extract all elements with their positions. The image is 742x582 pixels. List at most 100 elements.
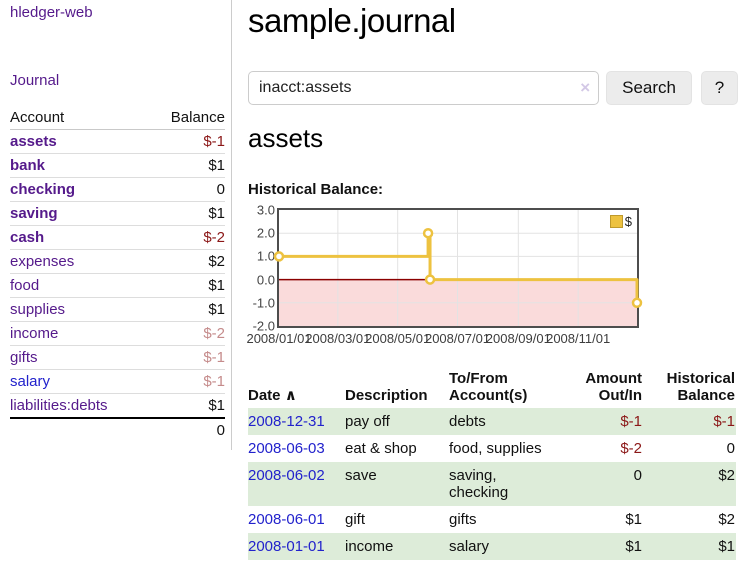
account-balance: $2 xyxy=(148,249,225,274)
sidebar-item-journal[interactable]: Journal xyxy=(10,72,60,89)
transaction-accounts: salary xyxy=(449,533,561,560)
account-balance: $1 xyxy=(148,273,225,298)
account-balance: $-2 xyxy=(148,321,225,346)
transaction-amount: $1 xyxy=(561,533,643,560)
transaction-date-link[interactable]: 2008-06-03 xyxy=(248,440,325,457)
account-heading: assets xyxy=(248,123,324,153)
brand-link[interactable]: hledger-web xyxy=(10,4,93,21)
sort-ascending-icon: ∧ xyxy=(284,387,297,404)
historical-balance-chart: 3.0 2.0 1.0 0.0 -1.0 -2.0 $ 2008/01/01 2008/03… xyxy=(246,203,738,349)
x-tick-label: 2008/03/01 xyxy=(305,331,371,346)
transaction-date-link[interactable]: 2008-06-02 xyxy=(248,467,325,484)
account-row: liabilities:debts $1 xyxy=(10,393,225,419)
transaction-balance: 0 xyxy=(726,440,735,457)
chart-label: Historical Balance: xyxy=(248,181,384,198)
account-balance-table: Account Balance assets $-1 bank $1 check… xyxy=(10,106,225,442)
page-title: sample.journal xyxy=(248,2,456,39)
chart-x-axis-labels: 2008/01/01 2008/03/01 2008/05/01 2008/07/01… xyxy=(246,331,637,349)
transaction-accounts: gifts xyxy=(449,511,477,528)
register-row: 2008-01-01 income salary $1 $1 xyxy=(248,533,736,560)
account-link-liabilities-debts[interactable]: liabilities:debts xyxy=(10,397,108,414)
account-balance: $-1 xyxy=(148,345,225,370)
register-row: 2008-06-02 save saving, checking 0 $2 xyxy=(248,462,736,506)
register-row: 2008-06-03 eat & shop food, supplies $-2… xyxy=(248,435,736,462)
account-row: gifts $-1 xyxy=(10,345,225,370)
chart-y-axis-labels: 3.0 2.0 1.0 0.0 -1.0 -2.0 xyxy=(248,203,275,334)
account-row: checking 0 xyxy=(10,177,225,202)
register-row: 2008-12-31 pay off debts $-1 $-1 xyxy=(248,408,736,435)
account-link-income[interactable]: income xyxy=(10,325,59,342)
column-header-accounts: To/From Account(s) xyxy=(449,370,528,404)
account-row: salary $-1 xyxy=(10,369,225,394)
transaction-description: pay off xyxy=(345,408,449,435)
account-balance: $-1 xyxy=(148,129,225,154)
account-link-cash[interactable]: cash xyxy=(10,229,45,246)
register-row: 2008-06-01 gift gifts $1 $2 xyxy=(248,506,736,533)
account-total-row: 0 xyxy=(10,417,225,442)
account-link-checking[interactable]: checking xyxy=(10,181,76,198)
search-input[interactable] xyxy=(248,71,600,105)
account-column-header: Account xyxy=(10,106,149,130)
account-row: food $1 xyxy=(10,273,225,298)
account-link-salary[interactable]: salary xyxy=(10,373,51,390)
account-balance: $-2 xyxy=(148,225,225,250)
account-balance: $1 xyxy=(148,297,225,322)
y-tick-label: 2.0 xyxy=(256,225,275,241)
account-row: supplies $1 xyxy=(10,297,225,322)
account-link-bank[interactable]: bank xyxy=(10,157,46,174)
column-header-description: Description xyxy=(345,387,428,404)
y-tick-label: 3.0 xyxy=(256,202,275,218)
transaction-balance: $-1 xyxy=(643,408,736,435)
transaction-date-link[interactable]: 2008-06-01 xyxy=(248,511,325,528)
x-tick-label: 2008/09/01 xyxy=(485,331,551,346)
transaction-date-link[interactable]: 2008-12-31 xyxy=(248,413,325,430)
search-button[interactable]: Search xyxy=(606,71,692,105)
transaction-description: save xyxy=(345,462,449,506)
account-balance: $-1 xyxy=(148,369,225,394)
transaction-accounts: debts xyxy=(449,408,561,435)
transaction-amount: 0 xyxy=(561,462,643,506)
account-link-assets[interactable]: assets xyxy=(10,133,57,150)
clear-search-icon[interactable]: × xyxy=(580,78,591,97)
column-header-amount: Amount Out/In xyxy=(585,370,642,404)
column-header-date[interactable]: Date ∧ xyxy=(248,387,297,404)
account-link-saving[interactable]: saving xyxy=(10,205,58,222)
account-row: income $-2 xyxy=(10,321,225,346)
transaction-description: income xyxy=(345,533,449,560)
chart-legend: $ xyxy=(609,214,632,229)
chart-plot-area: $ xyxy=(273,208,643,328)
register-table: Date ∧ Description To/From Account(s) Am… xyxy=(248,366,736,560)
transaction-balance: $2 xyxy=(643,462,736,506)
account-row: assets $-1 xyxy=(10,129,225,154)
search-form: × Search ? xyxy=(248,71,738,105)
transaction-amount: $-1 xyxy=(561,408,643,435)
legend-swatch-icon xyxy=(609,215,623,228)
x-tick-label: 2008/11/01 xyxy=(546,331,611,346)
account-link-gifts[interactable]: gifts xyxy=(10,349,38,366)
transaction-balance: $1 xyxy=(643,533,736,560)
account-balance: 0 xyxy=(148,177,225,202)
y-tick-label: -2.0 xyxy=(252,318,275,334)
transaction-accounts: saving, checking xyxy=(449,462,561,506)
sidebar: hledger-web Journal Account Balance asse… xyxy=(0,0,232,450)
y-tick-label: 0.0 xyxy=(256,272,275,288)
account-link-expenses[interactable]: expenses xyxy=(10,253,75,270)
transaction-amount: $1 xyxy=(625,511,642,528)
main-content: sample.journal × Search ? assets Histori… xyxy=(246,0,738,560)
account-row: saving $1 xyxy=(10,201,225,226)
account-link-food[interactable]: food xyxy=(10,277,40,294)
account-row: cash $-2 xyxy=(10,225,225,250)
transaction-balance: $2 xyxy=(718,511,735,528)
sidebar-total-balance: 0 xyxy=(148,417,225,442)
transaction-date-link[interactable]: 2008-01-01 xyxy=(248,538,325,555)
help-button[interactable]: ? xyxy=(701,71,738,105)
legend-label: $ xyxy=(624,214,632,229)
account-link-supplies[interactable]: supplies xyxy=(10,301,66,318)
y-tick-label: 1.0 xyxy=(256,248,275,264)
transaction-accounts: food, supplies xyxy=(449,440,542,457)
transaction-amount: $-2 xyxy=(620,440,642,457)
column-header-balance: Historical Balance xyxy=(666,370,735,404)
register-header-row: Date ∧ Description To/From Account(s) Am… xyxy=(248,366,736,408)
transaction-description: gift xyxy=(345,511,366,528)
account-table-header: Account Balance xyxy=(10,106,225,130)
